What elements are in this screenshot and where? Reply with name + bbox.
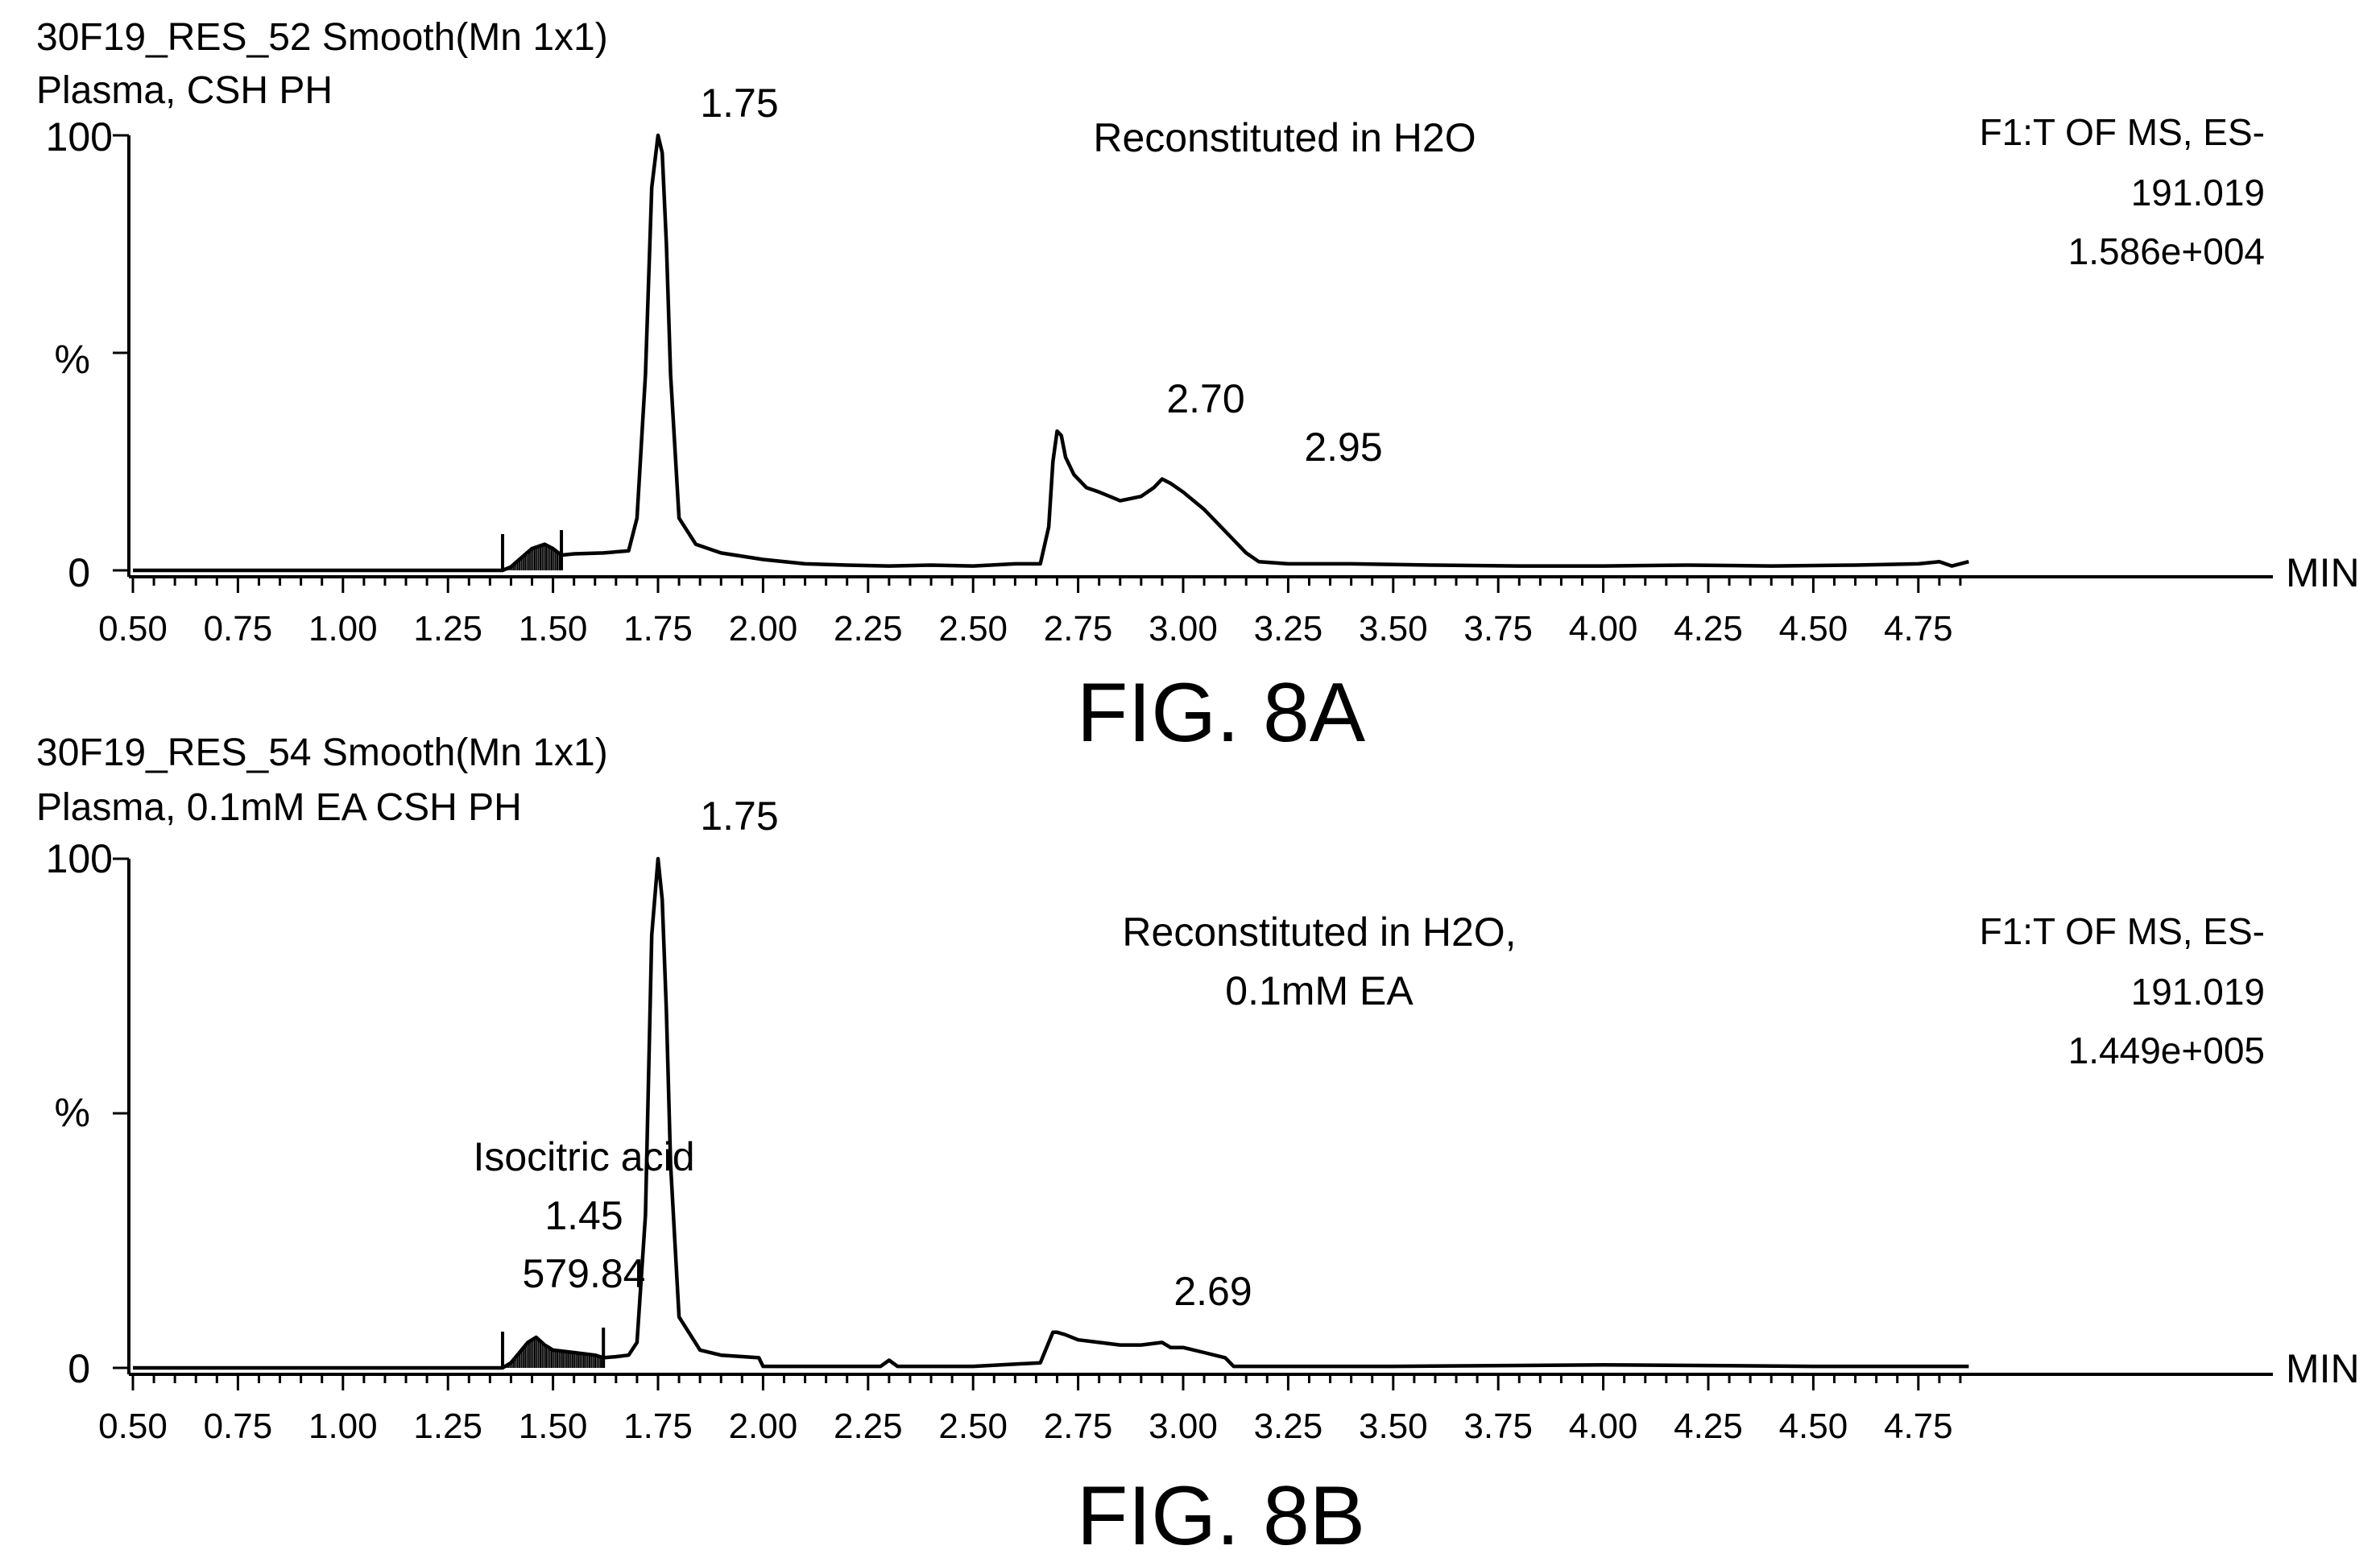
x-tick-label: 1.50 bbox=[519, 609, 588, 648]
panel-a-peak-label-3: 2.95 bbox=[1304, 425, 1382, 470]
panel-a-header-line1: 30F19_RES_52 Smooth(Mn 1x1) bbox=[36, 16, 608, 59]
x-tick-label: 2.00 bbox=[729, 1407, 798, 1446]
panel-a-caption: FIG. 8A bbox=[1077, 666, 1366, 760]
x-tick-label: 3.75 bbox=[1463, 1407, 1533, 1446]
panel-a-x-unit: MIN bbox=[2286, 550, 2360, 595]
x-tick-label: 1.00 bbox=[308, 1407, 378, 1446]
x-tick-label: 1.25 bbox=[413, 609, 482, 648]
panel-b-isocitric-name: Isocitric acid bbox=[473, 1134, 694, 1179]
panel-b-isocitric-area: 579.84 bbox=[523, 1251, 646, 1296]
x-tick-label: 4.50 bbox=[1779, 1407, 1848, 1446]
panel-a-y-label-100: 100 bbox=[46, 114, 113, 160]
x-tick-label: 4.25 bbox=[1674, 1407, 1743, 1446]
x-tick-label: 0.75 bbox=[204, 1407, 273, 1446]
panel-a-header-line2: Plasma, CSH PH bbox=[36, 69, 333, 112]
panel-b-x-unit: MIN bbox=[2286, 1346, 2360, 1391]
panel-a-meta-line2: 191.019 bbox=[2131, 172, 2265, 213]
panel-b-y-label-100: 100 bbox=[46, 836, 113, 881]
panel-b-peak-label-2: 2.69 bbox=[1173, 1269, 1252, 1314]
panel-b-header-line1: 30F19_RES_54 Smooth(Mn 1x1) bbox=[36, 731, 608, 774]
panel-fig-8b: 30F19_RES_54 Smooth(Mn 1x1) Plasma, 0.1m… bbox=[36, 731, 2360, 1558]
x-tick-label: 3.00 bbox=[1149, 609, 1218, 648]
x-tick-label: 2.75 bbox=[1044, 609, 1113, 648]
panel-b-header-line2: Plasma, 0.1mM EA CSH PH bbox=[36, 786, 522, 829]
x-tick-label: 2.75 bbox=[1044, 1407, 1113, 1446]
x-tick-label: 3.25 bbox=[1254, 609, 1323, 648]
x-tick-label: 4.00 bbox=[1569, 609, 1638, 648]
panel-b-caption: FIG. 8B bbox=[1077, 1469, 1365, 1554]
x-tick-label: 0.50 bbox=[98, 1407, 168, 1446]
x-tick-label: 3.75 bbox=[1463, 609, 1533, 648]
x-tick-label: 3.50 bbox=[1359, 1407, 1428, 1446]
panel-a-peak-label-2: 2.70 bbox=[1166, 376, 1244, 421]
x-tick-label: 0.75 bbox=[204, 609, 273, 648]
panel-b-note-line1: Reconstituted in H2O, bbox=[1122, 910, 1516, 955]
x-tick-label: 2.00 bbox=[729, 609, 798, 648]
x-tick-label: 1.75 bbox=[623, 1407, 693, 1446]
x-tick-label: 3.25 bbox=[1254, 1407, 1323, 1446]
panel-a-x-tick-labels: 0.50 0.75 1.00 1.25 1.50 1.75 2.00 2.25 2.50 2.75… bbox=[98, 609, 1952, 648]
panel-b-y-label-0: 0 bbox=[68, 1346, 90, 1391]
panel-fig-8a: 30F19_RES_52 Smooth(Mn 1x1) Plasma, CSH … bbox=[36, 16, 2360, 760]
panel-b-chromatogram-trace bbox=[133, 856, 1969, 1370]
panel-b-meta-line2: 191.019 bbox=[2131, 971, 2265, 1013]
x-tick-label: 1.50 bbox=[519, 1407, 588, 1446]
x-tick-label: 2.25 bbox=[834, 609, 903, 648]
x-tick-label: 1.75 bbox=[623, 609, 693, 648]
panel-b-note-line2: 0.1mM EA bbox=[1225, 968, 1414, 1013]
x-tick-label: 4.75 bbox=[1884, 1407, 1953, 1446]
panel-b-x-tick-labels: 0.50 0.75 1.00 1.25 1.50 1.75 2.00 2.25 2.50 2.75… bbox=[98, 1407, 1952, 1446]
panel-a-y-label-percent: % bbox=[55, 337, 90, 382]
panel-b-y-label-percent: % bbox=[55, 1090, 90, 1135]
panel-a-meta-line1: F1:T OF MS, ES- bbox=[1980, 111, 2265, 153]
panel-a-meta-line3: 1.586e+004 bbox=[2068, 230, 2265, 272]
panel-a-x-ticks bbox=[131, 577, 1962, 593]
panel-b-peak-label-1: 1.75 bbox=[700, 794, 778, 839]
x-tick-label: 2.50 bbox=[938, 609, 1008, 648]
x-tick-label: 2.50 bbox=[938, 1407, 1008, 1446]
panel-a-y-label-0: 0 bbox=[68, 550, 90, 595]
panel-b-meta-line3: 1.449e+005 bbox=[2068, 1030, 2265, 1071]
panel-a-chromatogram-trace bbox=[133, 133, 1969, 573]
x-tick-label: 2.25 bbox=[834, 1407, 903, 1446]
x-tick-label: 1.00 bbox=[308, 609, 378, 648]
x-tick-label: 3.00 bbox=[1149, 1407, 1218, 1446]
x-tick-label: 4.25 bbox=[1674, 609, 1743, 648]
x-tick-label: 4.75 bbox=[1884, 609, 1953, 648]
panel-b-meta-line1: F1:T OF MS, ES- bbox=[1980, 910, 2265, 952]
x-tick-label: 3.50 bbox=[1359, 609, 1428, 648]
x-tick-label: 4.50 bbox=[1779, 609, 1848, 648]
panel-a-peak-label-1: 1.75 bbox=[700, 81, 778, 126]
panel-b-isocitric-time: 1.45 bbox=[544, 1193, 623, 1238]
x-tick-label: 1.25 bbox=[413, 1407, 482, 1446]
x-tick-label: 4.00 bbox=[1569, 1407, 1638, 1446]
panel-b-x-ticks bbox=[131, 1374, 1962, 1390]
x-tick-label: 0.50 bbox=[98, 609, 168, 648]
panel-a-note: Reconstituted in H2O bbox=[1093, 115, 1476, 160]
